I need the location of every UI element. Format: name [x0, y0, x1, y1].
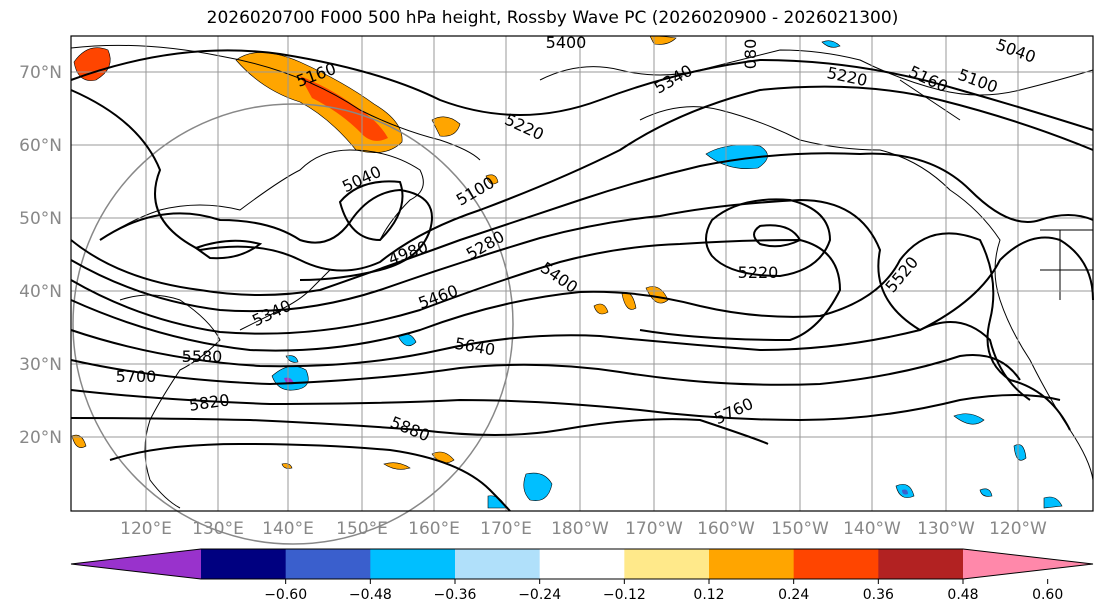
latitude-labels: 70°N 60°N 50°N 40°N 30°N 20°N: [19, 63, 62, 448]
anomaly-negative: [821, 40, 841, 48]
anomaly-shading: [71, 35, 1063, 509]
contour-label: 5220: [738, 263, 779, 282]
map-frame: [70, 35, 1094, 512]
colorbar-swatch: [539, 549, 625, 579]
anomaly-negative: [523, 472, 553, 501]
colorbar-swatch: [878, 549, 964, 579]
anomaly-negative: [979, 488, 993, 497]
lon-label: 170°E: [480, 519, 532, 539]
lon-label: 180°W: [551, 519, 609, 539]
lat-label: 20°N: [19, 428, 62, 448]
lon-label: 130°W: [917, 519, 975, 539]
colorbar-tick-label: 0.24: [778, 587, 809, 603]
colorbar-extend-low: [71, 549, 201, 579]
map-title: 2026020700 F000 500 hPa height, Rossby W…: [206, 8, 899, 28]
anomaly-negative: [902, 489, 908, 495]
colorbar-tick-label: −0.36: [434, 587, 477, 603]
colorbar: −0.60 −0.48 −0.36 −0.24 −0.12 0.12 0.24 0.36 0.4…: [70, 548, 1094, 603]
lat-label: 30°N: [19, 355, 62, 375]
anomaly-positive: [300, 76, 388, 141]
anomaly-negative: [1043, 496, 1063, 509]
lon-label: 170°W: [625, 519, 683, 539]
lat-label: 40°N: [19, 282, 62, 302]
colorbar-outline: [70, 548, 1094, 580]
lon-label: 150°W: [771, 519, 829, 539]
region-circle: [72, 103, 514, 545]
colorbar-tick-label: 0.60: [1032, 587, 1063, 603]
colorbar-swatch: [624, 549, 710, 579]
anomaly-negative: [953, 413, 985, 425]
lon-label: 130°E: [192, 519, 244, 539]
colorbar-extend-high: [963, 549, 1093, 579]
lon-label: 150°E: [336, 519, 388, 539]
lon-label: 120°E: [120, 519, 172, 539]
colorbar-tick-label: 0.36: [863, 587, 894, 603]
anomaly-negative: [1013, 444, 1027, 461]
anomaly-positive: [71, 434, 87, 448]
colorbar-swatch: [370, 549, 456, 579]
lat-label: 50°N: [19, 209, 62, 229]
colorbar-swatch: [793, 549, 879, 579]
lon-label: 160°E: [408, 519, 460, 539]
contour-label: 5400: [546, 33, 587, 52]
anomaly-positive: [593, 303, 609, 315]
colorbar-tick-label: −0.24: [518, 587, 561, 603]
contour-label: 5580: [182, 347, 223, 366]
anomaly-positive: [485, 174, 499, 185]
colorbar-swatch: [285, 549, 371, 579]
lon-label: 120°W: [989, 519, 1047, 539]
colorbar-swatch: [709, 549, 795, 579]
anomaly-negative: [285, 355, 299, 363]
height-contours: [70, 49, 1094, 512]
lat-label: 70°N: [19, 63, 62, 83]
colorbar-tick-label: −0.48: [349, 587, 392, 603]
lon-label: 140°E: [262, 519, 314, 539]
anomaly-positive: [281, 463, 293, 469]
anomaly-positive: [383, 462, 411, 470]
anomaly-positive: [431, 116, 461, 137]
colorbar-swatch: [455, 549, 541, 579]
contour-label: 080: [741, 39, 760, 70]
colorbar-tick-label: −0.12: [603, 587, 646, 603]
contour-label: 5700: [116, 367, 157, 386]
colorbar-tick-label: −0.60: [264, 587, 307, 603]
lon-label: 140°W: [843, 519, 901, 539]
colorbar-tick-label: 0.12: [693, 587, 724, 603]
longitude-labels: 120°E 130°E 140°E 150°E 160°E 170°E 180°…: [120, 519, 1047, 539]
lat-label: 60°N: [19, 136, 62, 156]
colorbar-tick-label: 0.48: [947, 587, 978, 603]
colorbar-swatch: [201, 549, 287, 579]
lon-label: 160°W: [697, 519, 755, 539]
